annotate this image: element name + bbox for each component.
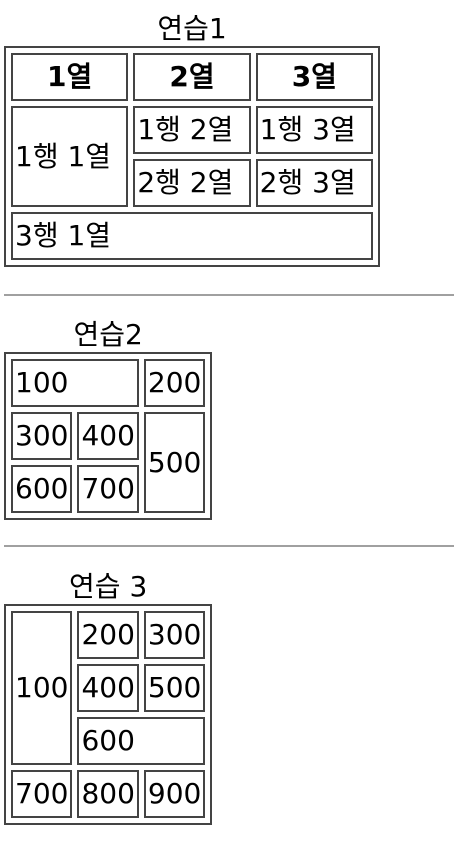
table-cell: 700 <box>77 465 139 513</box>
header-cell: 3열 <box>255 53 373 101</box>
table-cell: 300 <box>143 611 206 659</box>
divider <box>4 545 454 547</box>
header-cell: 1열 <box>11 53 129 101</box>
header-cell: 2열 <box>133 53 251 101</box>
table-cell: 100 <box>11 359 139 407</box>
table-cell: 700 <box>11 770 73 818</box>
table-cell: 2행 2열 <box>133 159 251 207</box>
table-cell: 600 <box>77 717 206 765</box>
table-cell: 1행 1열 <box>11 106 129 207</box>
table-cell: 500 <box>143 412 206 513</box>
table-cell: 1행 3열 <box>255 106 373 154</box>
table-caption: 연습 3 <box>69 570 148 603</box>
table-cell: 300 <box>11 412 73 460</box>
table-cell: 200 <box>77 611 139 659</box>
practice-table-1: 연습1 1열 2열 3열 1행 1열 1행 2열 1행 3열 2행 2열 2행 … <box>4 12 380 267</box>
table-cell: 1행 2열 <box>133 106 251 154</box>
table-cell: 100 <box>11 611 73 765</box>
table-caption: 연습2 <box>73 318 143 351</box>
table-cell: 3행 1열 <box>11 212 373 260</box>
table-cell: 200 <box>143 359 206 407</box>
table-cell: 500 <box>143 664 206 712</box>
table-cell: 2행 3열 <box>255 159 373 207</box>
divider <box>4 294 454 296</box>
practice-table-3: 연습 3 100 200 300 400 500 600 700 800 900 <box>4 570 213 825</box>
table-cell: 400 <box>77 664 139 712</box>
table-cell: 600 <box>11 465 73 513</box>
table-cell: 400 <box>77 412 139 460</box>
table-cell: 800 <box>77 770 139 818</box>
practice-table-2: 연습2 100 200 300 400 500 600 700 <box>4 318 213 520</box>
table-cell: 900 <box>143 770 206 818</box>
table-caption: 연습1 <box>157 12 227 45</box>
